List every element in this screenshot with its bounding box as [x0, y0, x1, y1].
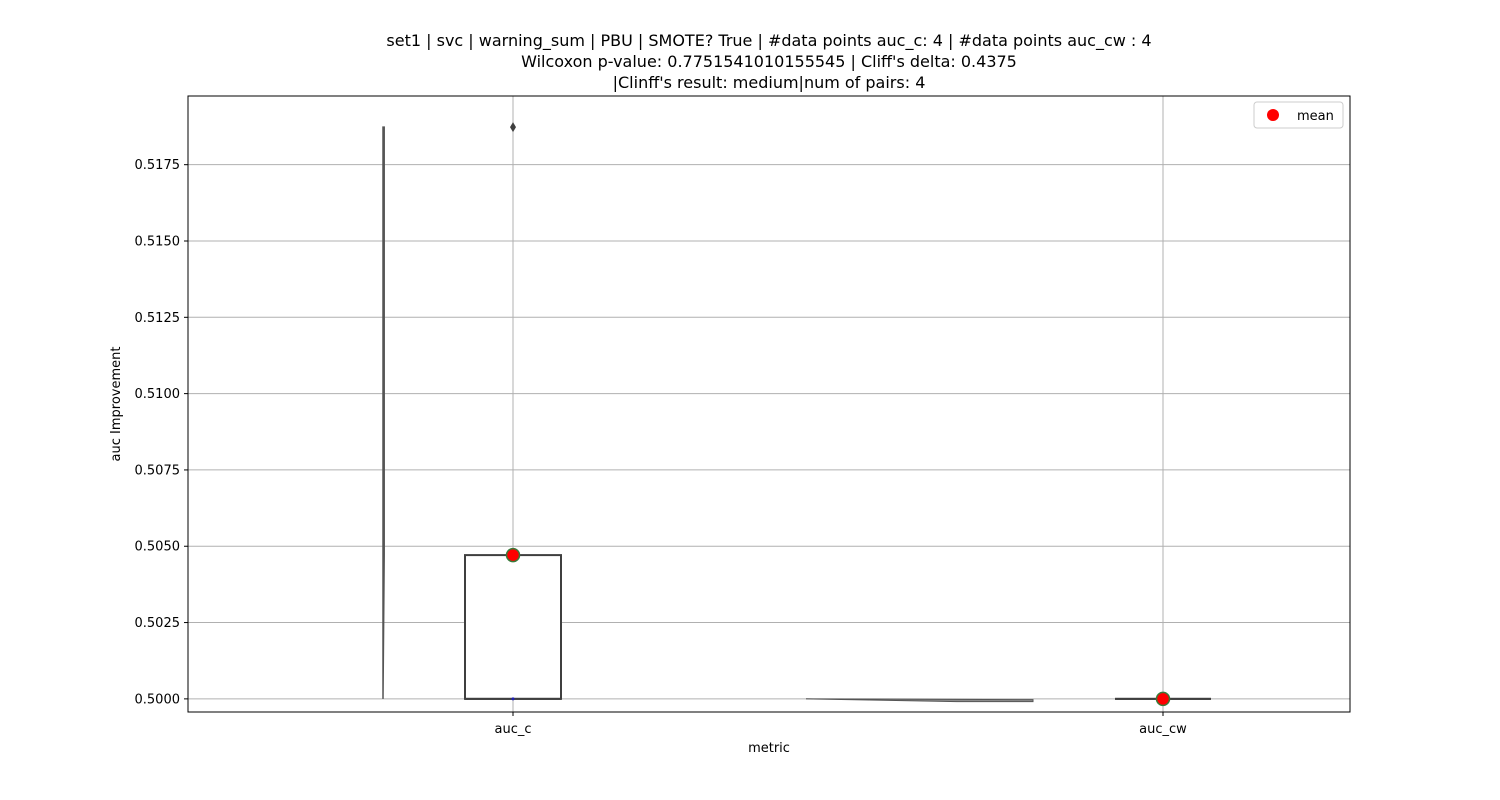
y-tick-label: 0.5175 — [135, 158, 181, 173]
outlier-auc_c — [510, 122, 516, 133]
title-line-3: |Clinff's result: medium|num of pairs: 4 — [613, 73, 926, 92]
violin-auc_c — [382, 126, 385, 699]
y-tick-label: 0.5125 — [135, 311, 181, 326]
legend: mean — [1253, 101, 1344, 129]
grid-lines — [188, 96, 1350, 712]
y-tick-label: 0.5000 — [135, 692, 181, 707]
legend-frame — [1253, 101, 1344, 129]
legend-mean-label: mean — [1297, 109, 1334, 124]
median-marker-auc_c — [511, 697, 515, 701]
y-tick-label: 0.5075 — [135, 463, 181, 478]
plot-area-frame — [187, 95, 1351, 713]
title-line-2: Wilcoxon p-value: 0.7751541010155545 | C… — [521, 52, 1017, 71]
violin-layer — [382, 126, 1034, 703]
title-line-1: set1 | svc | warning_sum | PBU | SMOTE? … — [386, 31, 1151, 51]
y-axis-label: auc Improvement — [109, 347, 124, 462]
x-tick-label: auc_c — [494, 722, 531, 737]
chart-title: set1 | svc | warning_sum | PBU | SMOTE? … — [386, 31, 1151, 92]
box-auc_c — [464, 554, 562, 700]
x-tick-label: auc_cw — [1139, 722, 1187, 737]
mean-marker-auc_cw — [1155, 691, 1171, 707]
mean-marker-auc_c — [505, 547, 521, 563]
mean-layer — [505, 547, 1171, 707]
x-axis-label: metric — [748, 741, 790, 756]
x-axis-ticks: auc_c auc_cw — [494, 712, 1187, 737]
violin-auc_cw — [805, 698, 1034, 703]
y-tick-label: 0.5025 — [135, 616, 181, 631]
y-axis-ticks: 0.5000 0.5025 0.5050 0.5075 0.5100 0.5125 0.51… — [135, 158, 188, 707]
y-tick-label: 0.5150 — [135, 234, 181, 249]
y-tick-label: 0.5100 — [135, 387, 181, 402]
legend-mean-marker — [1267, 109, 1279, 121]
box-layer — [464, 122, 1211, 701]
y-tick-label: 0.5050 — [135, 540, 181, 555]
